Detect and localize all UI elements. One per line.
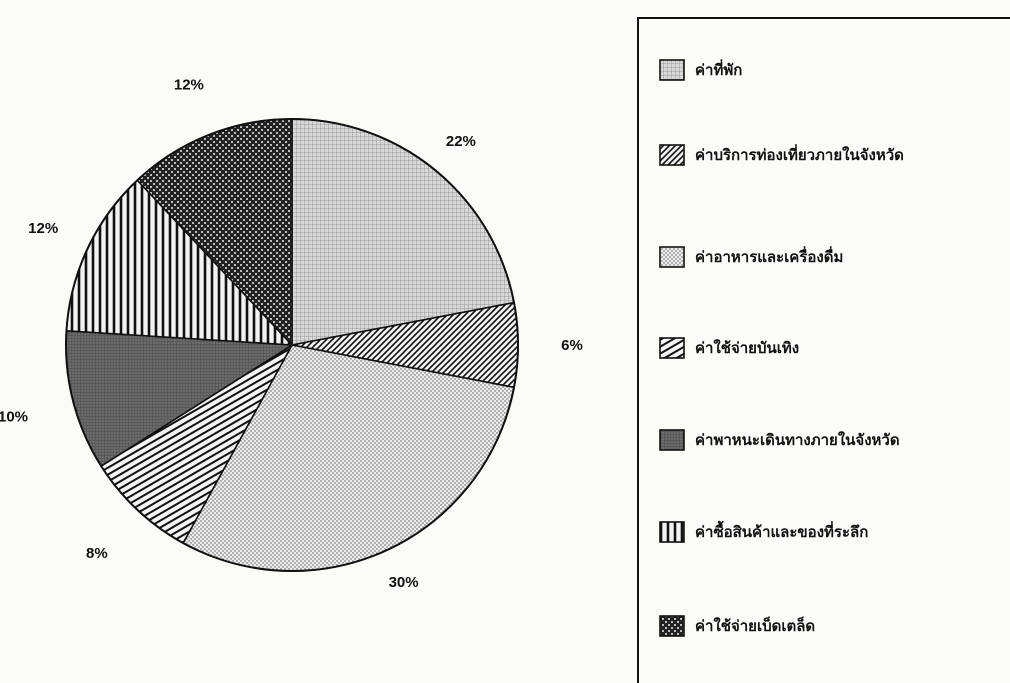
legend-swatch bbox=[659, 337, 685, 359]
pie-outline bbox=[65, 118, 519, 572]
legend-item: ค่าใช้จ่ายบันเทิง bbox=[659, 335, 799, 361]
pie-slices bbox=[65, 118, 519, 572]
legend-label: ค่าใช้จ่ายเบ็ดเตล็ด bbox=[695, 617, 816, 635]
legend-label: ค่าที่พัก bbox=[695, 61, 743, 79]
legend-item: ค่าซื้อสินค้าและของที่ระลึก bbox=[659, 519, 868, 545]
legend-swatch bbox=[659, 429, 685, 451]
legend-label: ค่าบริการท่องเที่ยวภายในจังหวัด bbox=[695, 146, 904, 164]
slice-percent-label: 6% bbox=[561, 337, 583, 354]
legend-item: ค่าอาหารและเครื่องดื่ม bbox=[659, 244, 843, 270]
legend-swatch bbox=[659, 521, 685, 543]
legend-swatch bbox=[659, 615, 685, 637]
slice-percent-label: 22% bbox=[446, 133, 476, 150]
legend-item: ค่าใช้จ่ายเบ็ดเตล็ด bbox=[659, 613, 815, 639]
legend-label: ค่าซื้อสินค้าและของที่ระลึก bbox=[695, 523, 869, 541]
slice-percent-label: 12% bbox=[174, 77, 204, 94]
legend-item: ค่าบริการท่องเที่ยวภายในจังหวัด bbox=[659, 142, 904, 168]
legend-item: ค่าพาหนะเดินทางภายในจังหวัด bbox=[659, 427, 900, 453]
pie-percent-labels: 22% 6% 30% 8% 10% 12% 12% bbox=[0, 77, 583, 591]
legend-label: ค่าอาหารและเครื่องดื่ม bbox=[695, 248, 844, 266]
pie-chart: 22% 6% 30% 8% 10% 12% 12% bbox=[0, 77, 583, 591]
legend-item: ค่าที่พัก bbox=[659, 57, 742, 83]
legend: ค่าที่พักค่าบริการท่องเที่ยวภายในจังหวัด… bbox=[637, 17, 1010, 683]
slice-percent-label: 12% bbox=[28, 220, 58, 237]
slice-percent-label: 30% bbox=[389, 574, 419, 591]
legend-swatch bbox=[659, 59, 685, 81]
slice-percent-label: 8% bbox=[86, 545, 108, 562]
legend-label: ค่าใช้จ่ายบันเทิง bbox=[695, 339, 800, 357]
legend-label: ค่าพาหนะเดินทางภายในจังหวัด bbox=[695, 431, 900, 449]
legend-swatch bbox=[659, 246, 685, 268]
legend-swatch bbox=[659, 144, 685, 166]
slice-percent-label: 10% bbox=[0, 409, 28, 426]
